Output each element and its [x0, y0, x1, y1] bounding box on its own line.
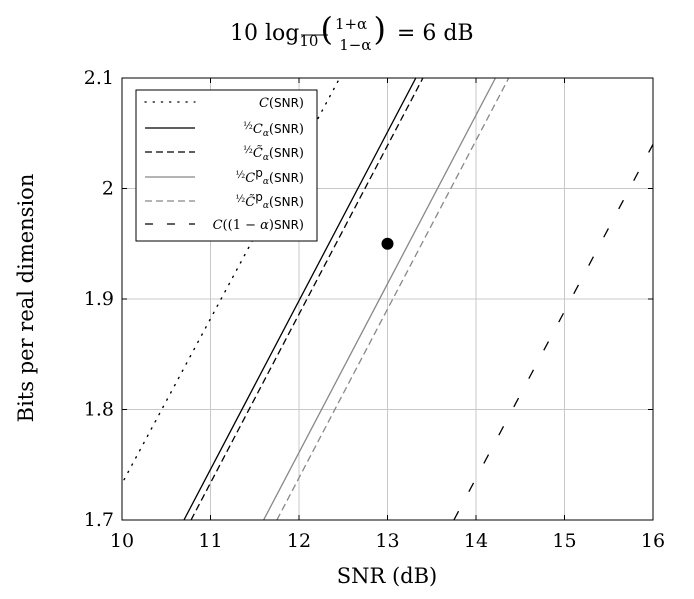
y-tick-label: 1.9 [84, 288, 114, 310]
y-tick-label: 1.7 [84, 509, 114, 531]
x-tick-label: 10 [110, 530, 134, 552]
y-axis-ticks: 1.7 1.8 1.9 2 2.1 [84, 67, 653, 531]
x-tick-label: 14 [464, 530, 488, 552]
y-tick-label: 1.8 [84, 399, 114, 421]
series-line-1 [183, 78, 417, 520]
y-tick-label: 2 [102, 178, 114, 200]
legend-label-2: ½C̃α(SNR) [243, 145, 304, 163]
series-line-5 [453, 143, 653, 520]
series-line-3 [263, 78, 497, 520]
y-axis-label: Bits per real dimension [14, 174, 38, 423]
x-tick-label: 11 [198, 530, 222, 552]
x-tick-label: 15 [552, 530, 576, 552]
legend-label-0: C(SNR) [259, 96, 304, 111]
legend-label-4: ½C̃pα(SNR) [236, 190, 304, 211]
x-axis-ticks: 10 11 12 13 14 15 16 [110, 78, 665, 552]
chart-title: 10 log10(1+α 1−α) = 6 dB [230, 10, 474, 54]
points-group [381, 237, 394, 250]
legend-box [135, 89, 318, 242]
operating-point [381, 237, 394, 250]
series-line-4 [276, 78, 510, 520]
series-line-2 [190, 78, 424, 520]
legend: C(SNR) ½Cα(SNR) ½C̃α(SNR) ½Cpα(SNR) ½C̃pα(SN… [135, 89, 318, 242]
x-tick-label: 13 [375, 530, 399, 552]
x-tick-label: 12 [287, 530, 311, 552]
y-tick-label: 2.1 [84, 67, 114, 89]
x-axis-label: SNR (dB) [337, 564, 438, 588]
legend-label-3: ½Cpα(SNR) [236, 166, 304, 187]
legend-label-5: C((1 − α)SNR) [213, 218, 304, 233]
x-tick-label: 16 [641, 530, 665, 552]
legend-label-1: ½Cα(SNR) [243, 121, 304, 139]
